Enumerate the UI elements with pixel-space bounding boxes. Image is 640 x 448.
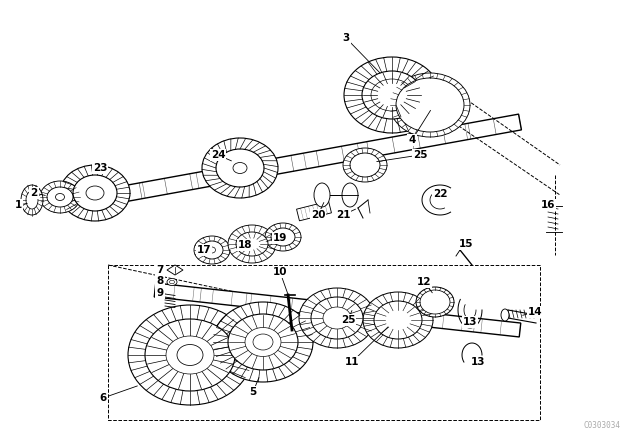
Text: 10: 10	[273, 267, 287, 277]
Text: 21: 21	[336, 210, 350, 220]
Polygon shape	[154, 283, 521, 337]
Ellipse shape	[420, 290, 450, 314]
Text: 25: 25	[413, 150, 428, 160]
Ellipse shape	[40, 181, 80, 213]
Polygon shape	[296, 201, 332, 221]
Ellipse shape	[238, 322, 288, 362]
Ellipse shape	[201, 241, 223, 259]
Ellipse shape	[128, 305, 252, 405]
Ellipse shape	[323, 307, 351, 329]
Text: 22: 22	[433, 189, 447, 199]
Ellipse shape	[228, 314, 298, 370]
Ellipse shape	[86, 186, 104, 200]
Ellipse shape	[344, 57, 440, 133]
Ellipse shape	[390, 73, 470, 137]
Ellipse shape	[265, 223, 301, 251]
Text: 24: 24	[211, 150, 225, 160]
Ellipse shape	[21, 185, 43, 215]
Ellipse shape	[209, 247, 216, 253]
Ellipse shape	[362, 71, 422, 119]
Text: 15: 15	[459, 239, 473, 249]
Ellipse shape	[235, 319, 291, 365]
Ellipse shape	[228, 225, 276, 263]
Ellipse shape	[47, 187, 73, 207]
Ellipse shape	[170, 280, 175, 284]
Text: 8: 8	[156, 276, 164, 286]
Ellipse shape	[73, 175, 117, 211]
Ellipse shape	[56, 194, 65, 201]
Text: 23: 23	[93, 163, 108, 173]
Ellipse shape	[177, 345, 203, 366]
Text: 6: 6	[99, 393, 107, 403]
Ellipse shape	[314, 183, 330, 207]
Ellipse shape	[216, 149, 264, 187]
Text: 5: 5	[250, 387, 257, 397]
Text: 12: 12	[417, 277, 431, 287]
Ellipse shape	[381, 306, 415, 334]
Text: 18: 18	[237, 240, 252, 250]
Ellipse shape	[233, 163, 247, 173]
Text: 3: 3	[342, 33, 349, 43]
Ellipse shape	[202, 138, 278, 198]
Text: 25: 25	[340, 315, 355, 325]
Ellipse shape	[253, 334, 273, 350]
Text: 9: 9	[156, 288, 164, 298]
Text: 1: 1	[14, 200, 22, 210]
Polygon shape	[88, 114, 522, 208]
Ellipse shape	[159, 330, 221, 380]
Text: C0303034: C0303034	[583, 421, 620, 430]
Text: 7: 7	[156, 265, 164, 275]
Text: 19: 19	[273, 233, 287, 243]
Text: 11: 11	[345, 357, 359, 367]
Ellipse shape	[60, 165, 130, 221]
Ellipse shape	[155, 327, 225, 383]
Text: 4: 4	[408, 135, 416, 145]
Ellipse shape	[213, 302, 313, 382]
Text: 14: 14	[528, 307, 542, 317]
Ellipse shape	[245, 327, 281, 357]
Ellipse shape	[167, 279, 177, 285]
Polygon shape	[167, 265, 183, 275]
Ellipse shape	[26, 191, 38, 209]
Ellipse shape	[299, 288, 375, 348]
Ellipse shape	[271, 228, 295, 246]
Ellipse shape	[378, 304, 418, 336]
Ellipse shape	[194, 236, 230, 264]
Ellipse shape	[501, 309, 509, 321]
Text: 17: 17	[196, 245, 211, 255]
Ellipse shape	[311, 297, 363, 339]
Ellipse shape	[342, 183, 358, 207]
Ellipse shape	[236, 232, 268, 256]
Ellipse shape	[363, 292, 433, 348]
Text: 16: 16	[541, 200, 556, 210]
Ellipse shape	[350, 153, 380, 177]
Text: 20: 20	[311, 210, 325, 220]
Ellipse shape	[371, 79, 413, 111]
Ellipse shape	[396, 78, 464, 132]
Ellipse shape	[145, 319, 235, 391]
Ellipse shape	[343, 148, 387, 182]
Text: 2: 2	[30, 188, 38, 198]
Text: 13: 13	[471, 357, 485, 367]
Ellipse shape	[374, 301, 422, 339]
Ellipse shape	[416, 287, 454, 317]
Text: 13: 13	[463, 317, 477, 327]
Ellipse shape	[166, 336, 214, 374]
